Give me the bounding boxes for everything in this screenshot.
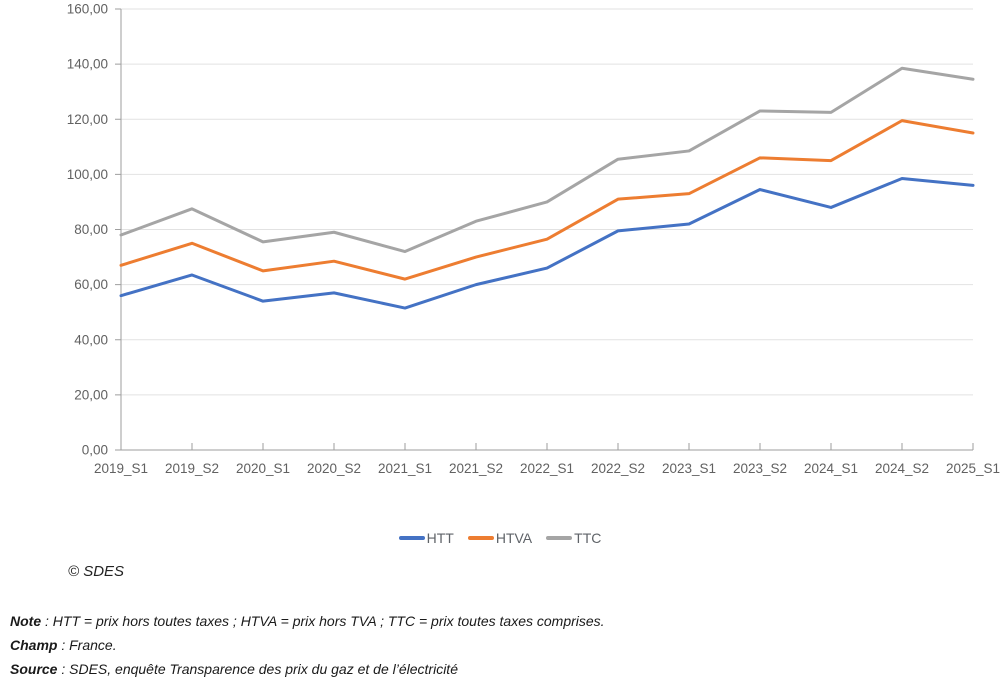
y-tick-label: 120,00 [67,112,108,127]
y-tick-label: 0,00 [82,443,108,458]
series-line-htt [119,177,975,310]
legend-label-htva: HTVA [495,530,533,546]
x-tick-label: 2019_S1 [94,461,148,476]
y-tick-label: 80,00 [74,222,108,237]
note-line: Note : HTT = prix hors toutes taxes ; HT… [10,609,990,633]
x-tick-label: 2020_S1 [236,461,290,476]
x-tick-label: 2025_S1 [946,461,1000,476]
legend-label-ttc: TTC [574,530,602,546]
legend-item-htva: HTVA [467,530,533,546]
champ-label: Champ [10,637,58,653]
y-tick-label: 100,00 [67,167,108,182]
x-tick-label: 2024_S2 [875,461,929,476]
y-tick-label: 140,00 [67,57,108,72]
source-line: Source : SDES, enquête Transparence des … [10,657,990,681]
legend-swatch-ttc [546,536,573,540]
note-label: Note [10,613,42,629]
x-tick-label: 2023_S1 [662,461,716,476]
y-tick-label: 40,00 [74,332,108,347]
x-tick-label: 2021_S1 [378,461,432,476]
legend-item-htt: HTT [398,530,454,546]
line-chart: 0,00 20,00 40,00 60,00 80,00 100,00 120,00 140,… [67,2,1000,477]
legend-label-htt: HTT [426,530,454,546]
copyright-text: © SDES [68,563,125,580]
x-tick-label: 2022_S2 [591,461,645,476]
legend-swatch-htva [467,536,494,540]
series-line-htva [119,119,975,281]
legend-swatch-htt [398,536,425,540]
y-tick-label: 160,00 [67,2,108,17]
x-tick-label: 2024_S1 [804,461,858,476]
note-text: : HTT = prix hors toutes taxes ; HTVA = … [41,613,605,629]
y-tick-label: 60,00 [74,277,108,292]
y-tick-label: 20,00 [74,387,108,402]
series-line-ttc [119,66,975,254]
chart-legend: HTT HTVA TTC [0,530,1000,546]
x-tick-label: 2022_S1 [520,461,574,476]
source-label: Source [10,661,58,677]
legend-item-ttc: TTC [546,530,601,546]
footnotes: Note : HTT = prix hors toutes taxes ; HT… [10,609,990,681]
champ-text: : France. [57,637,117,653]
x-tick-label: 2020_S2 [307,461,361,476]
champ-line: Champ : France. [10,633,990,657]
x-tick-label: 2021_S2 [449,461,503,476]
source-text: : SDES, enquête Transparence des prix du… [57,661,458,677]
x-tick-label: 2023_S2 [733,461,787,476]
x-tick-label: 2019_S2 [165,461,219,476]
